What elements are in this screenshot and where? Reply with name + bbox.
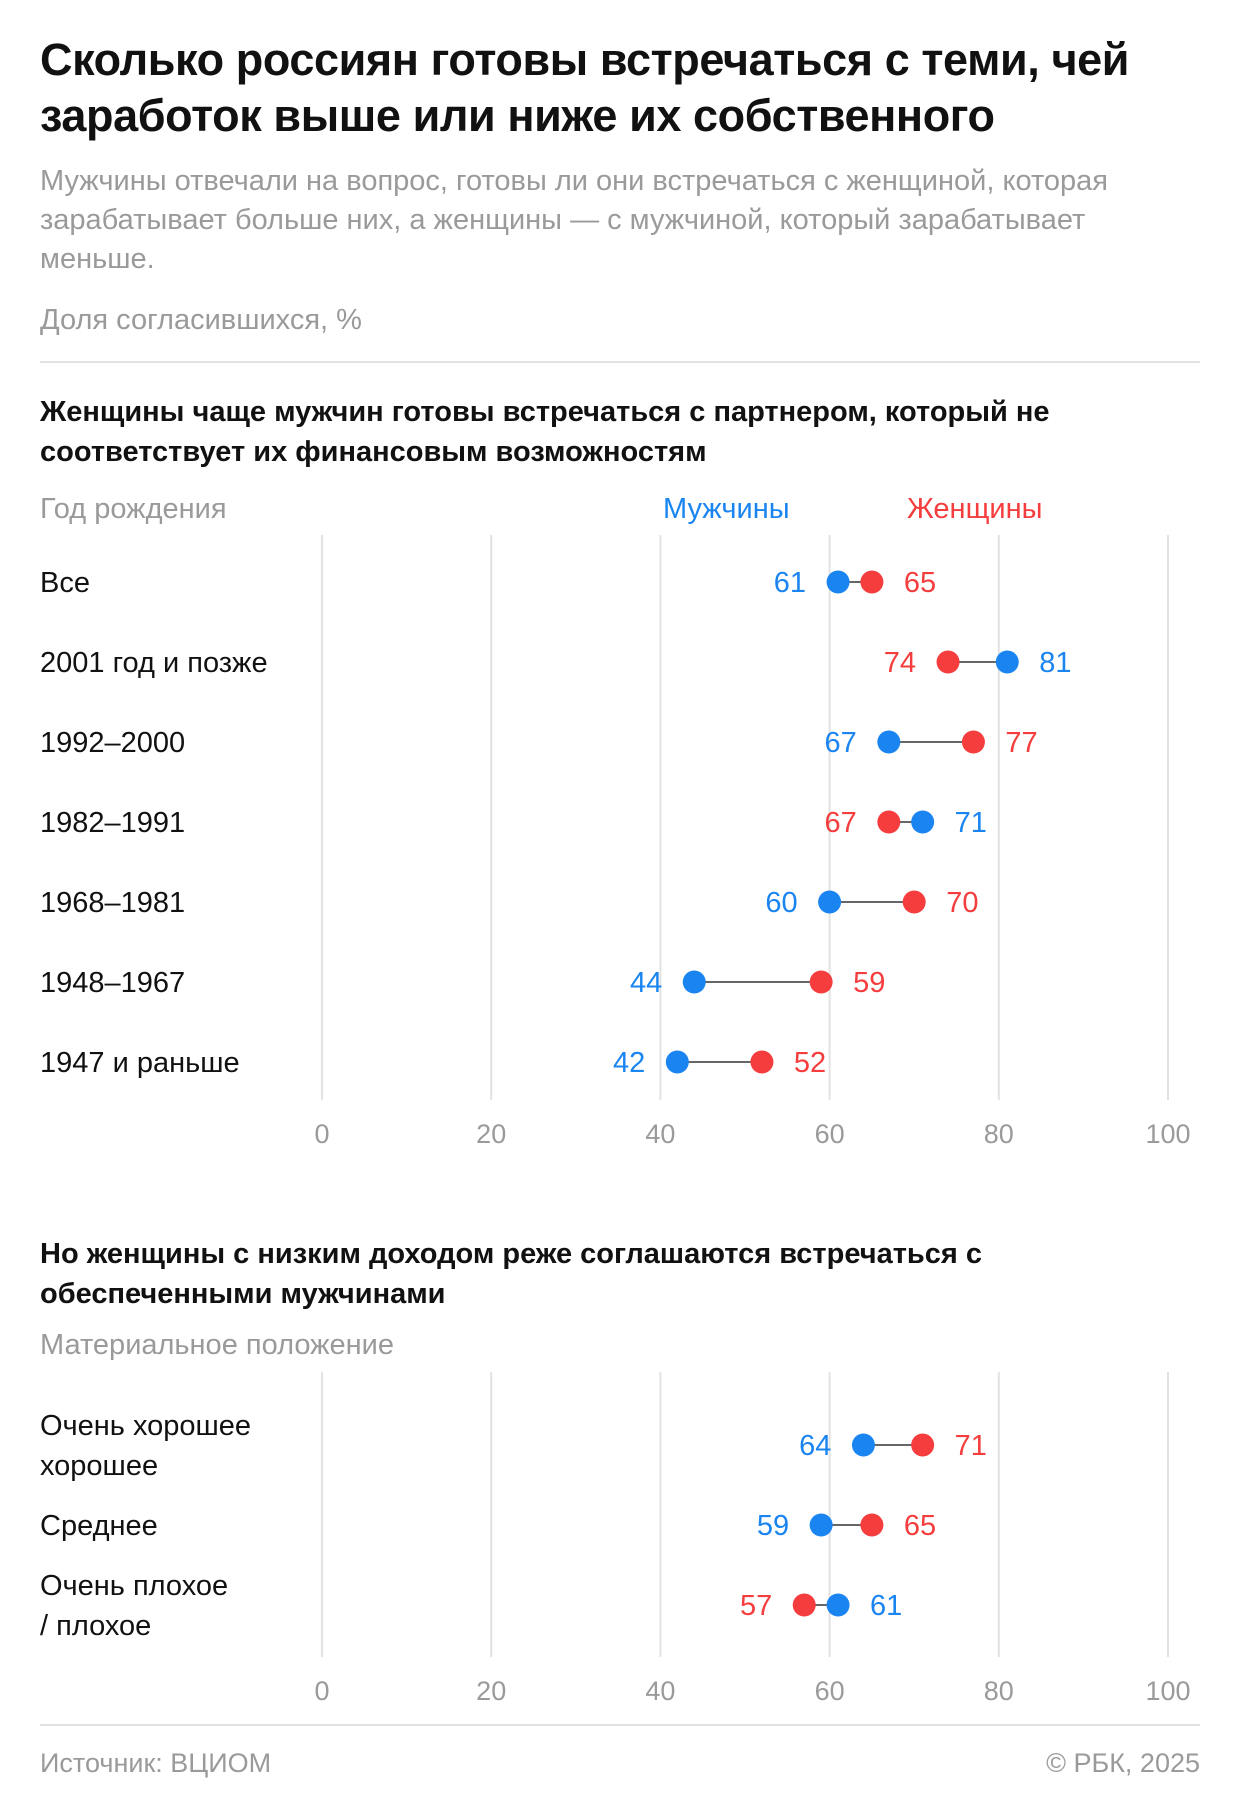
chart1-women-point xyxy=(860,570,884,594)
chart1-men-point xyxy=(995,650,1019,674)
chart1-x-tick-label: 20 xyxy=(476,1119,506,1149)
chart1-women-point xyxy=(750,1050,774,1074)
bottom-divider xyxy=(40,1724,1200,1726)
chart1-women-point xyxy=(902,890,926,914)
chart1-men-point xyxy=(877,730,901,754)
chart1-women-value-label: 70 xyxy=(946,887,978,919)
chart1-men-point xyxy=(818,890,842,914)
chart2-category-label: Очень плохое / плохое xyxy=(40,1570,228,1642)
chart1-women-value-label: 52 xyxy=(794,1047,826,1079)
chart1-men-point xyxy=(665,1050,689,1074)
chart2-x-tick-label: 40 xyxy=(645,1676,675,1702)
chart1-men-value-label: 61 xyxy=(774,567,806,599)
chart1-x-tick-label: 60 xyxy=(815,1119,845,1149)
chart1-women-value-label: 77 xyxy=(1005,727,1037,759)
chart2-x-tick-label: 0 xyxy=(314,1676,329,1702)
chart1-men-value-label: 67 xyxy=(825,727,857,759)
chart1-x-tick-label: 0 xyxy=(314,1119,329,1149)
legend-men: Мужчины xyxy=(663,493,790,525)
chart2-category-axis-label: Материальное положение xyxy=(40,1329,394,1361)
chart1-x-tick-label: 40 xyxy=(645,1119,675,1149)
chart1-women-point xyxy=(936,650,960,674)
chart1-category-label: 1968–1981 xyxy=(40,887,185,919)
chart1-women-value-label: 65 xyxy=(904,567,936,599)
chart1-category-axis-label: Год рождения xyxy=(40,493,227,525)
chart1-dumbbell: 0 20 40 60 80 100 Все 61 65 2001 год и позже 81 74 1… xyxy=(40,535,1191,1149)
chart2-men-value-label: 64 xyxy=(799,1430,831,1462)
chart2-women-point xyxy=(911,1433,935,1457)
chart2-men-point xyxy=(809,1513,833,1537)
chart1-women-point xyxy=(809,970,833,994)
chart1-men-value-label: 81 xyxy=(1039,647,1071,679)
chart2-category-label: Очень хорошее хорошее xyxy=(40,1410,259,1482)
footer-copyright: © РБК, 2025 xyxy=(1046,1748,1200,1778)
chart2-category-label: Среднее xyxy=(40,1510,158,1542)
chart1-title: Женщины чаще мужчин готовы встречаться с… xyxy=(40,396,1050,468)
chart1-women-value-label: 67 xyxy=(825,807,857,839)
chart1-x-tick-label: 80 xyxy=(984,1119,1014,1149)
chart2-x-tick-label: 20 xyxy=(476,1676,506,1702)
chart1-category-label: 1992–2000 xyxy=(40,727,185,759)
chart1-men-value-label: 60 xyxy=(765,887,797,919)
chart1-women-value-label: 59 xyxy=(853,967,885,999)
chart2-women-point xyxy=(860,1513,884,1537)
chart2-women-point xyxy=(792,1593,816,1617)
chart2-women-value-label: 65 xyxy=(904,1510,936,1542)
legend-women: Женщины xyxy=(907,493,1043,525)
chart2-x-tick-label: 100 xyxy=(1145,1676,1190,1702)
page-subtitle: Мужчины отвечали на вопрос, готовы ли он… xyxy=(40,165,1109,275)
chart2-dumbbell: 0 20 40 60 80 100 Очень хорошее хорошее 64 71 Сре… xyxy=(40,1372,1191,1702)
chart1-category-label: 1982–1991 xyxy=(40,807,185,839)
chart2-women-value-label: 71 xyxy=(955,1430,987,1462)
chart2-men-point xyxy=(826,1593,850,1617)
chart1-women-point xyxy=(961,730,985,754)
chart1-men-point xyxy=(826,570,850,594)
page-title: Сколько россиян готовы встречаться с тем… xyxy=(40,34,1130,141)
chart1-category-label: Все xyxy=(40,567,90,599)
chart2-men-value-label: 59 xyxy=(757,1510,789,1542)
chart2-x-tick-label: 60 xyxy=(815,1676,845,1702)
chart2-men-point xyxy=(851,1433,875,1457)
chart1-men-value-label: 44 xyxy=(630,967,662,999)
chart2-x-tick-label: 80 xyxy=(984,1676,1014,1702)
chart1-women-point xyxy=(877,810,901,834)
chart1-category-label: 2001 год и позже xyxy=(40,647,268,679)
chart1-category-label: 1948–1967 xyxy=(40,967,185,999)
chart1-category-label: 1947 и раньше xyxy=(40,1047,240,1079)
chart2-title: Но женщины с низким доходом реже соглаша… xyxy=(40,1238,982,1310)
top-divider xyxy=(40,361,1200,363)
chart1-men-value-label: 71 xyxy=(955,807,987,839)
chart2-women-value-label: 57 xyxy=(740,1590,772,1622)
chart1-men-point xyxy=(911,810,935,834)
chart2-men-value-label: 61 xyxy=(870,1590,902,1622)
chart1-men-value-label: 42 xyxy=(613,1047,645,1079)
chart1-men-point xyxy=(682,970,706,994)
footer-source: Источник: ВЦИОМ xyxy=(40,1748,272,1778)
chart1-women-value-label: 74 xyxy=(884,647,916,679)
chart1-x-tick-label: 100 xyxy=(1145,1119,1190,1149)
unit-label: Доля согласившихся, % xyxy=(40,304,362,336)
